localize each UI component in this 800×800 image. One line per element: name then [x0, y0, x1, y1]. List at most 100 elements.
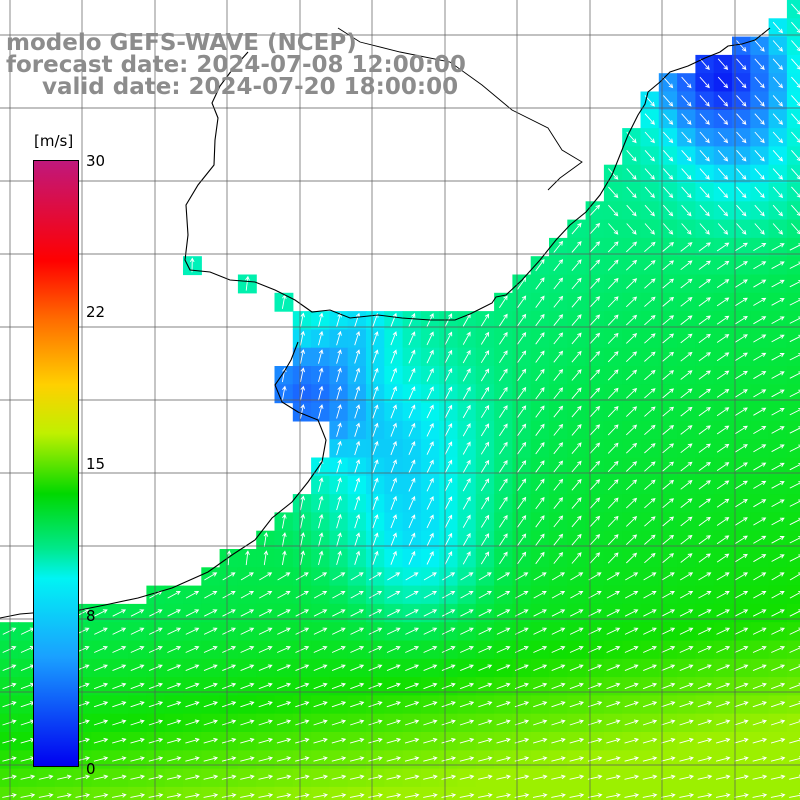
wind-arrow — [480, 350, 490, 364]
wind-arrow — [408, 422, 416, 437]
wind-arrow — [496, 756, 511, 762]
wind-arrow — [698, 333, 711, 344]
wind-arrow — [771, 261, 785, 270]
wind-arrow — [167, 627, 182, 635]
wind-arrow — [276, 682, 292, 690]
wind-arrow — [336, 477, 342, 492]
wind-arrow — [681, 150, 692, 162]
wind-arrow — [480, 423, 490, 437]
wind-arrow — [642, 701, 658, 708]
wind-arrow — [661, 701, 676, 708]
wind-arrow — [644, 351, 656, 362]
wind-arrow — [149, 627, 163, 635]
wind-arrow — [551, 572, 566, 581]
wind-arrow — [753, 535, 767, 544]
wind-arrow — [662, 223, 674, 235]
wind-arrow — [607, 259, 619, 271]
wind-arrow — [441, 737, 457, 744]
wind-arrow — [716, 242, 730, 252]
wind-arrow — [423, 682, 438, 690]
wind-arrow — [699, 131, 710, 144]
wind-arrow — [221, 737, 237, 744]
wind-arrow — [444, 532, 453, 547]
wind-arrow — [607, 552, 619, 564]
wind-arrow — [681, 76, 692, 89]
wind-arrow — [277, 572, 291, 581]
wind-arrow — [772, 95, 784, 107]
wind-speed-cell — [567, 786, 587, 800]
wind-arrow — [478, 737, 493, 744]
wind-arrow — [753, 407, 767, 416]
wind-arrow — [496, 590, 511, 599]
wind-arrow — [752, 719, 767, 726]
wind-arrow — [607, 460, 619, 473]
wind-arrow — [405, 646, 420, 653]
wind-arrow — [716, 664, 731, 672]
wind-arrow — [607, 369, 619, 381]
wind-arrow — [167, 701, 182, 708]
wind-arrow — [336, 349, 342, 364]
wind-arrow — [499, 405, 508, 418]
wind-arrow — [240, 737, 255, 744]
wind-arrow — [130, 609, 145, 617]
wind-arrow — [112, 701, 127, 708]
wind-arrow — [203, 609, 218, 617]
wind-arrow — [734, 407, 748, 416]
wind-arrow — [426, 496, 434, 510]
wind-arrow — [752, 756, 768, 762]
wind-arrow — [625, 241, 638, 253]
wind-speed-cell — [695, 786, 715, 800]
wind-arrow — [698, 609, 712, 617]
wind-arrow — [771, 646, 786, 653]
wind-arrow — [148, 756, 164, 762]
wind-arrow — [166, 737, 182, 744]
wind-arrow — [791, 186, 800, 198]
wind-arrow — [661, 756, 676, 762]
wind-arrow — [2, 701, 17, 708]
wind-arrow — [390, 312, 397, 327]
wind-arrow — [350, 682, 365, 690]
wind-speed-cell — [786, 549, 800, 568]
wind-speed-cell — [420, 786, 440, 800]
wind-arrow — [626, 204, 637, 217]
wind-arrow — [698, 461, 711, 472]
wind-arrow — [372, 386, 379, 401]
wind-arrow — [569, 682, 584, 690]
wind-speed-cell — [549, 786, 568, 800]
wind-arrow — [681, 131, 692, 144]
wind-arrow — [221, 793, 237, 798]
wind-arrow — [771, 664, 786, 672]
wind-arrow — [517, 441, 527, 455]
wind-arrow — [551, 646, 566, 653]
wind-arrow — [771, 426, 785, 434]
wind-speed-cell — [786, 530, 800, 550]
wind-speed-cell — [786, 256, 800, 276]
wind-arrow — [789, 793, 800, 798]
wind-speed-cell — [786, 109, 800, 129]
wind-arrow — [354, 312, 361, 328]
wind-arrow — [643, 609, 657, 617]
wind-arrow — [535, 313, 545, 327]
wind-arrow — [295, 793, 310, 798]
wind-arrow — [408, 514, 416, 529]
wind-arrow — [662, 150, 674, 162]
wind-arrow — [698, 297, 711, 307]
wind-speed-cell — [750, 786, 770, 800]
wind-arrow — [736, 131, 747, 144]
wind-arrow — [569, 664, 584, 672]
wind-arrow — [752, 646, 767, 653]
wind-arrow — [281, 550, 287, 566]
wind-arrow — [679, 701, 694, 708]
wind-arrow — [753, 352, 767, 361]
wind-arrow — [754, 131, 765, 144]
wind-arrow — [167, 682, 182, 690]
wind-arrow — [715, 774, 731, 780]
wind-speed-cell — [786, 91, 800, 111]
wind-arrow — [680, 260, 693, 271]
wind-arrow — [148, 646, 163, 653]
wind-arrow — [606, 682, 621, 690]
wind-arrow — [313, 572, 328, 581]
wind-arrow — [698, 480, 711, 490]
wind-arrow — [354, 367, 361, 382]
wind-arrow — [789, 737, 800, 744]
